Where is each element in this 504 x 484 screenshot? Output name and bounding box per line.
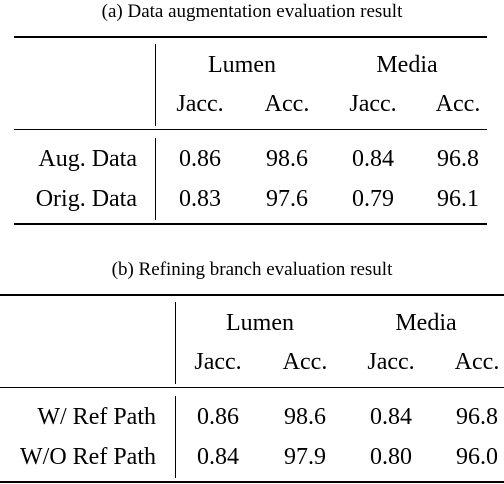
table-a-group-lumen: Lumen bbox=[208, 52, 276, 78]
table-a-cell: 97.6 bbox=[266, 186, 308, 212]
table-b-cell: 0.84 bbox=[197, 444, 239, 470]
table-a-header-divider bbox=[155, 44, 156, 126]
table-b-cell: 0.84 bbox=[370, 404, 412, 430]
table-b-cell: 96.8 bbox=[456, 404, 498, 430]
table-b-cell: 0.86 bbox=[197, 404, 239, 430]
table-b-cell: 98.6 bbox=[284, 404, 326, 430]
table-a-mid-rule bbox=[14, 129, 487, 130]
table-b-mid-rule bbox=[0, 387, 504, 388]
table-b-row-label: W/ Ref Path bbox=[37, 404, 156, 430]
table-a-bottom-rule bbox=[14, 223, 487, 225]
table-a-cell: 0.86 bbox=[179, 146, 221, 172]
table-b-cell: 96.0 bbox=[456, 444, 498, 470]
table-b-subheader-jacc-lumen: Jacc. bbox=[194, 349, 242, 375]
table-a-caption: (a) Data augmentation evaluation result bbox=[101, 1, 403, 22]
table-a-cell: 0.84 bbox=[352, 146, 394, 172]
table-a-cell: 0.79 bbox=[352, 186, 394, 212]
table-b-subheader-acc-media: Acc. bbox=[454, 349, 500, 375]
table-b-cell: 0.80 bbox=[370, 444, 412, 470]
table-a-cell: 0.83 bbox=[179, 186, 221, 212]
table-a-cell: 96.1 bbox=[437, 186, 479, 212]
table-a-cell: 96.8 bbox=[437, 146, 479, 172]
table-a-body-divider bbox=[155, 138, 156, 220]
table-b-cell: 97.9 bbox=[284, 444, 326, 470]
table-b-body-divider bbox=[175, 396, 176, 478]
table-b-top-rule bbox=[0, 294, 504, 296]
table-b-subheader-acc-lumen: Acc. bbox=[282, 349, 328, 375]
table-a-subheader-acc-lumen: Acc. bbox=[264, 91, 310, 117]
table-a-row-label: Aug. Data bbox=[38, 146, 137, 172]
table-b-header-divider bbox=[175, 302, 176, 384]
table-b-bottom-rule bbox=[0, 481, 504, 483]
table-a-row-label: Orig. Data bbox=[35, 186, 137, 212]
table-b-row-label: W/O Ref Path bbox=[20, 444, 156, 470]
table-a-group-media: Media bbox=[376, 52, 438, 78]
table-a-top-rule bbox=[14, 36, 487, 38]
table-b-subheader-jacc-media: Jacc. bbox=[367, 349, 415, 375]
table-a-subheader-jacc-media: Jacc. bbox=[349, 91, 397, 117]
table-b-caption: (b) Refining branch evaluation result bbox=[111, 259, 393, 280]
table-a-cell: 98.6 bbox=[266, 146, 308, 172]
table-a-subheader-jacc-lumen: Jacc. bbox=[176, 91, 224, 117]
table-a-subheader-acc-media: Acc. bbox=[435, 91, 481, 117]
table-b-group-lumen: Lumen bbox=[226, 310, 294, 336]
table-b-group-media: Media bbox=[395, 310, 457, 336]
